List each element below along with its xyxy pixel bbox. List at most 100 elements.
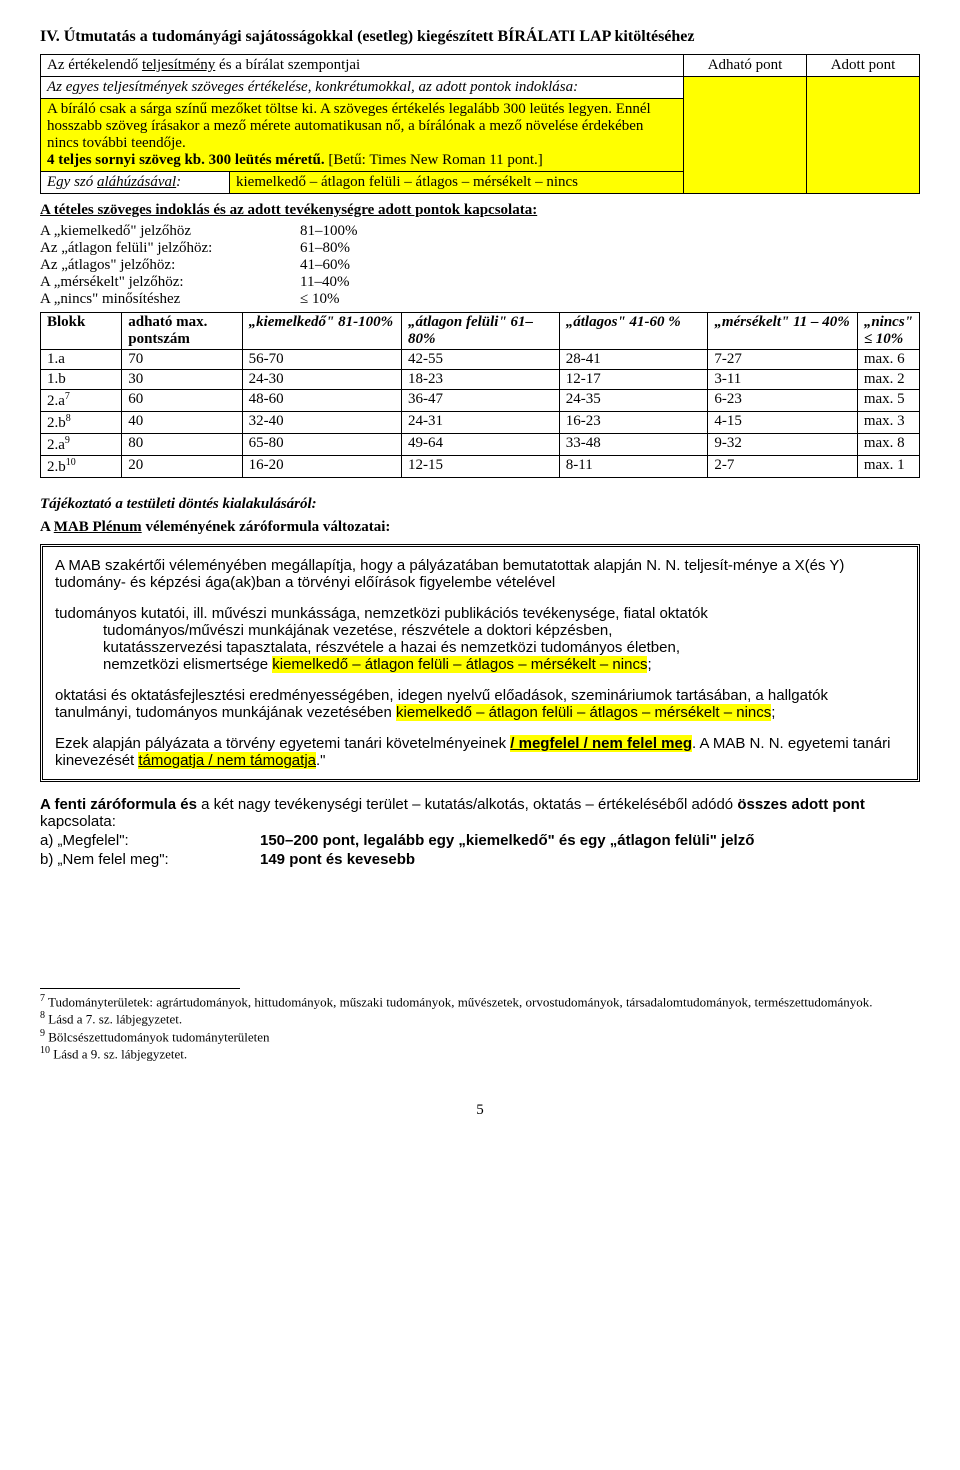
txt: Ezek alapján pályázata a törvény egyetem…	[55, 735, 510, 752]
td: 12-15	[402, 456, 560, 478]
td: 20	[122, 456, 242, 478]
italic-instruction: Az egyes teljesítmények szöveges értékel…	[41, 77, 684, 99]
td: 4-15	[708, 412, 857, 434]
td: 28-41	[559, 350, 708, 370]
th: „átlagon felüli" 61–80%	[402, 313, 560, 350]
table-row: 1.a7056-7042-5528-417-27max. 6	[41, 350, 920, 370]
fn-num: 9	[40, 1028, 45, 1039]
td: 12-17	[559, 370, 708, 390]
txt: összes adott pont	[737, 796, 865, 813]
table-row: 2.a98065-8049-6433-489-32max. 8	[41, 434, 920, 456]
pct-label: A „mérsékelt" jelzőhöz:	[40, 274, 300, 291]
td: 7-27	[708, 350, 857, 370]
td: max. 8	[857, 434, 919, 456]
pct-label: A „nincs" minősítéshez	[40, 291, 300, 308]
txt: Egy szó	[47, 174, 97, 190]
box-p2: tudományos kutatói, ill. művészi munkáss…	[55, 605, 905, 673]
fn-text: Bölcsészettudományok tudományterületen	[48, 1029, 269, 1044]
info-title: Tájékoztató a testületi döntés kialakulá…	[40, 496, 920, 513]
percent-list: A „kiemelkedő" jelzőhöz81–100% Az „átlag…	[40, 223, 920, 308]
td: 49-64	[402, 434, 560, 456]
th: „mérsékelt" 11 – 40%	[708, 313, 857, 350]
underline-hint: Egy szó aláhúzásával:	[41, 172, 230, 194]
txt: „átlagos" 41-60 %	[566, 314, 681, 330]
pct-label: Az „átlagos" jelzőhöz:	[40, 257, 300, 274]
txt: és a bírálat szempontjai	[215, 57, 360, 73]
footnote-separator	[40, 988, 240, 989]
txt: adható max. pontszám	[128, 314, 207, 347]
th: Blokk	[41, 313, 122, 350]
td: 24-35	[559, 390, 708, 412]
points-relation-heading: A tételes szöveges indoklás és az adott …	[40, 202, 920, 219]
td: 24-31	[402, 412, 560, 434]
concl-label: b) „Nem felel meg":	[40, 851, 260, 868]
header-givable: Adható pont	[684, 55, 807, 77]
td: max. 3	[857, 412, 919, 434]
header-given: Adott pont	[807, 55, 920, 77]
fn-num: 10	[40, 1045, 50, 1056]
txt: kapcsolata:	[40, 813, 116, 830]
header-criteria-cell: Az értékelendő teljesítmény és a bírálat…	[41, 55, 684, 77]
td: 1.a	[41, 350, 122, 370]
td: 48-60	[242, 390, 401, 412]
conclusion-block: A fenti záróformula és a két nagy tevéke…	[40, 796, 920, 868]
txt: A	[40, 519, 54, 535]
concl-label: a) „Megfelel":	[40, 832, 260, 849]
td: 8-11	[559, 456, 708, 478]
fn-num: 8	[40, 1010, 45, 1021]
table-row: 2.a76048-6036-4724-356-23max. 5	[41, 390, 920, 412]
td: 2.a9	[41, 434, 122, 456]
td: 42-55	[402, 350, 560, 370]
fn-text: Lásd a 7. sz. lábjegyzetet.	[48, 1012, 182, 1027]
td: 2.a7	[41, 390, 122, 412]
td: 36-47	[402, 390, 560, 412]
box-p1: A MAB szakértői véleményében megállapítj…	[55, 557, 905, 591]
td: 3-11	[708, 370, 857, 390]
pct-val: 61–80%	[300, 240, 350, 257]
td: 6-23	[708, 390, 857, 412]
td: 9-32	[708, 434, 857, 456]
td: max. 6	[857, 350, 919, 370]
fn-text: Tudományterületek: agrártudományok, hitt…	[48, 994, 873, 1009]
txt: A bíráló csak a sárga színű mezőket tölt…	[47, 101, 651, 151]
txt: :	[176, 174, 181, 190]
plenum-line: A MAB Plénum véleményének záróformula vá…	[40, 519, 920, 536]
fn-num: 7	[40, 993, 45, 1004]
td: 30	[122, 370, 242, 390]
evaluation-table: Az értékelendő teljesítmény és a bírálat…	[40, 54, 920, 194]
txt: véleményének záróformula változatai:	[142, 519, 391, 535]
th: „kiemelkedő" 81-100%	[242, 313, 401, 350]
rating-options: kiemelkedő – átlagon felüli – átlagos – …	[230, 172, 684, 194]
txt: „átlagon felüli" 61–80%	[408, 314, 533, 347]
th: „átlagos" 41-60 %	[559, 313, 708, 350]
td: 80	[122, 434, 242, 456]
td: 24-30	[242, 370, 401, 390]
txt: „mérsékelt" 11 – 40%	[714, 314, 849, 330]
td: 2.b8	[41, 412, 122, 434]
td: 65-80	[242, 434, 401, 456]
txt: ."	[316, 752, 326, 769]
concl-val: 149 pont és kevesebb	[260, 851, 415, 868]
decision-hl: támogatja / nem támogatja	[138, 752, 316, 769]
pct-val: 11–40%	[300, 274, 349, 291]
td: 18-23	[402, 370, 560, 390]
td: max. 1	[857, 456, 919, 478]
score-table: Blokk adható max. pontszám „kiemelkedő" …	[40, 312, 920, 478]
td: 16-20	[242, 456, 401, 478]
concl-val: 150–200 pont, legalább egy „kiemelkedő" …	[260, 832, 754, 849]
txt: Az értékelendő	[47, 57, 142, 73]
box-p4: Ezek alapján pályázata a törvény egyetem…	[55, 735, 905, 769]
th: „nincs" ≤ 10%	[857, 313, 919, 350]
txt: aláhúzásával	[97, 174, 176, 190]
formula-box: A MAB szakértői véleményében megállapítj…	[40, 544, 920, 782]
givable-field[interactable]	[684, 77, 807, 194]
pct-val: 41–60%	[300, 257, 350, 274]
td: 2-7	[708, 456, 857, 478]
fn-text: Lásd a 9. sz. lábjegyzetet.	[53, 1046, 187, 1061]
pct-label: A „kiemelkedő" jelzőhöz	[40, 223, 300, 240]
txt: a két nagy tevékenységi terület – kutatá…	[197, 796, 737, 813]
td: 2.b10	[41, 456, 122, 478]
given-field[interactable]	[807, 77, 920, 194]
txt: teljesítmény	[142, 57, 215, 73]
conclusion-head: A fenti záróformula és a két nagy tevéke…	[40, 796, 920, 830]
